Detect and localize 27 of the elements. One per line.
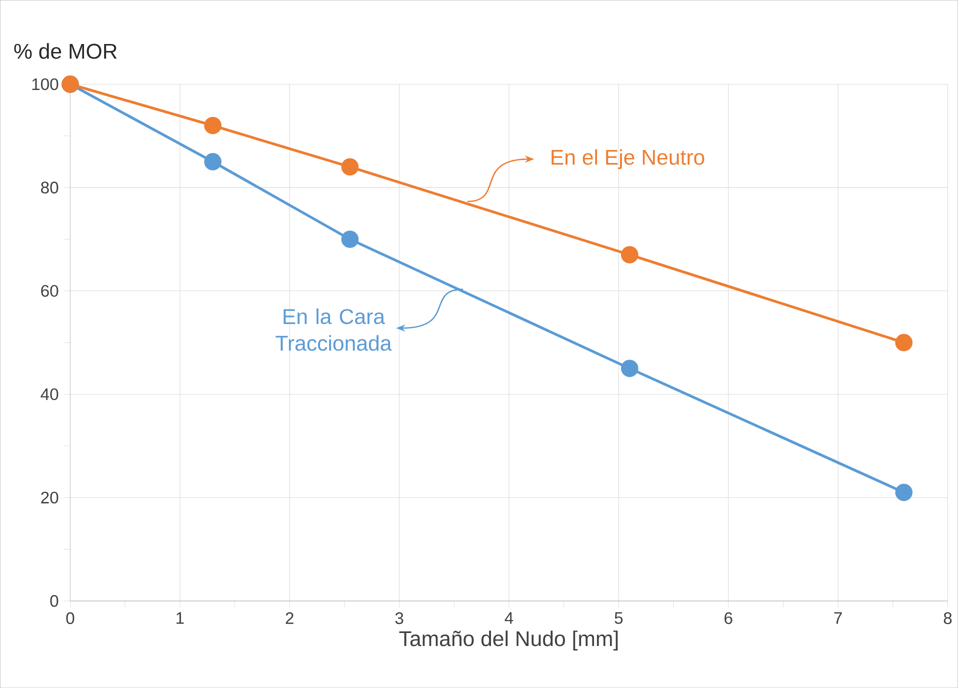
point — [895, 334, 913, 352]
x-tick-label: 8 — [944, 612, 952, 624]
y-tick-label: 80 — [41, 182, 58, 194]
y-tick-label: 100 — [32, 78, 58, 90]
x-tick-label: 7 — [834, 612, 842, 624]
y-axis-title: % de MOR — [14, 43, 117, 59]
text: En la Cara Traccionada — [276, 308, 392, 351]
y-tick-label: 60 — [41, 284, 58, 297]
point — [341, 230, 359, 248]
x-tick-label: 2 — [286, 612, 294, 624]
legend-label: En el Eje Neutro — [552, 149, 704, 170]
point — [620, 360, 638, 378]
point — [204, 152, 222, 170]
x-tick-label: 5 — [614, 612, 623, 624]
y-tick-label: 20 — [41, 492, 58, 504]
x-tick-label: 3 — [395, 612, 404, 624]
point — [895, 484, 913, 502]
x-tick-label: 4 — [504, 612, 514, 624]
x-tick-label: 0 — [66, 612, 74, 624]
y-tick-label: 40 — [40, 388, 58, 400]
point — [620, 246, 638, 264]
x-tick-label: 1 — [176, 612, 184, 624]
point — [204, 116, 222, 134]
point — [341, 158, 359, 176]
x-axis-title: Tamaño del Nudo [mm] — [399, 630, 618, 650]
y-tick-label: 0 — [50, 594, 58, 607]
x-tick-label: 6 — [724, 612, 732, 624]
